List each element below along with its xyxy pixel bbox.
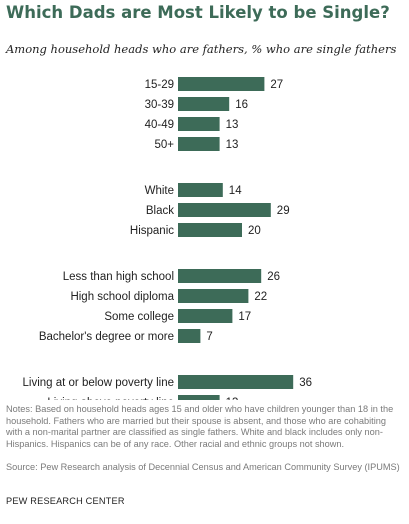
bar — [178, 269, 262, 283]
value-label: 7 — [206, 331, 212, 343]
value-label: 14 — [229, 185, 242, 197]
page-title: Which Dads are Most Likely to be Single? — [6, 3, 390, 22]
value-label: 26 — [267, 271, 280, 283]
value-label: 13 — [226, 119, 239, 131]
value-label: 29 — [277, 205, 290, 217]
category-label: 50+ — [154, 139, 174, 151]
value-label: 22 — [254, 291, 267, 303]
bar — [178, 117, 220, 131]
bar — [178, 77, 265, 91]
bar — [178, 395, 220, 400]
category-label: 30-39 — [145, 99, 174, 111]
chart-notes: Notes: Based on household heads ages 15 … — [6, 404, 394, 449]
category-label: Living above poverty line — [47, 397, 174, 400]
bar — [178, 223, 242, 237]
value-label: 27 — [270, 79, 283, 91]
category-label: Hispanic — [130, 225, 174, 237]
bar — [178, 309, 233, 323]
category-label: Black — [146, 205, 174, 217]
category-label: 15-29 — [145, 79, 174, 91]
bar — [178, 183, 223, 197]
category-label: High school diploma — [70, 291, 174, 303]
category-label: Living at or below poverty line — [23, 377, 175, 389]
value-label: 16 — [235, 99, 248, 111]
bar-chart: 15-29 27 30-39 16 40-49 13 50+ 13 White 14 Black 29… — [23, 77, 312, 400]
category-label: Some college — [104, 311, 174, 323]
bar — [178, 97, 230, 111]
value-label: 13 — [226, 139, 239, 151]
value-label: 36 — [299, 377, 312, 389]
value-label: 13 — [226, 397, 239, 400]
category-label: 40-49 — [145, 119, 174, 131]
bar — [178, 329, 201, 343]
value-label: 17 — [238, 311, 251, 323]
value-label: 20 — [248, 225, 261, 237]
bar — [178, 375, 294, 389]
bar — [178, 137, 220, 151]
category-label: Less than high school — [63, 271, 174, 283]
chart-subtitle: Among household heads who are fathers, %… — [6, 42, 397, 56]
category-label: White — [145, 185, 174, 197]
bar — [178, 289, 249, 303]
chart-source: Source: Pew Research analysis of Decenni… — [6, 462, 400, 472]
bar — [178, 203, 271, 217]
category-label: Bachelor's degree or more — [39, 331, 174, 343]
brand-label: PEW RESEARCH CENTER — [6, 496, 125, 506]
